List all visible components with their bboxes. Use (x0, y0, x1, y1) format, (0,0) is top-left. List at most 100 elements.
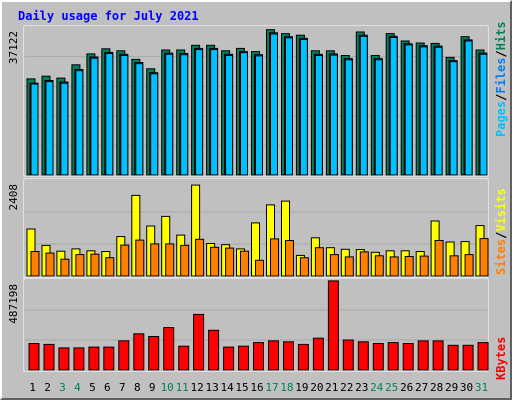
kbytes-bar (238, 345, 249, 371)
pages-bar (419, 46, 428, 176)
pages-bar (120, 55, 129, 176)
day-label: 19 (295, 381, 308, 394)
kbytes-bar (283, 341, 294, 371)
pages-bar (255, 55, 263, 176)
day-label: 4 (74, 381, 81, 394)
sites-bar (270, 238, 279, 277)
day-label: 25 (385, 381, 398, 394)
sites-bar (150, 243, 160, 277)
legend-sep: / (494, 94, 508, 101)
sites-bar (329, 254, 339, 277)
sites-bar (75, 254, 85, 277)
pages-bar (165, 53, 174, 176)
sites-bar (314, 247, 324, 277)
day-label: 30 (460, 381, 473, 394)
chart-title: Daily usage for July 2021 (18, 9, 199, 23)
day-label: 21 (325, 381, 338, 394)
kbytes-bar (103, 346, 115, 371)
sites-bar (434, 240, 444, 277)
kbytes-bar (28, 343, 40, 371)
kbytes-bar (178, 345, 190, 371)
day-label: 24 (370, 381, 384, 394)
day-label: 2 (44, 381, 51, 394)
sites-bar (285, 240, 294, 277)
day-label: 12 (190, 381, 203, 394)
pages-bar (285, 37, 293, 176)
bottom-legend: KBytes (494, 337, 508, 380)
day-label: 11 (176, 381, 189, 394)
pages-bar (344, 59, 353, 176)
legend-visits: Visits (494, 188, 508, 231)
kbytes-bar (312, 337, 324, 371)
sites-bar (210, 246, 220, 277)
legend-pages: Pages (494, 101, 508, 137)
legend-kbytes: KBytes (494, 337, 508, 380)
pages-bar (434, 46, 443, 176)
pages-bar (60, 82, 69, 176)
kbytes-bar (163, 327, 175, 371)
kbytes-bar (73, 347, 85, 371)
sites-bar (195, 238, 205, 277)
day-label: 13 (205, 381, 218, 394)
day-label: 27 (415, 381, 428, 394)
pages-bar (404, 44, 413, 176)
pages-bar (180, 54, 189, 176)
sites-bar (344, 256, 354, 277)
legend-files: Files (494, 58, 508, 94)
sites-bar (359, 251, 369, 277)
pages-bar (359, 35, 368, 176)
kbytes-bar (417, 340, 429, 371)
pages-bar (105, 53, 114, 176)
day-label: 23 (355, 381, 368, 394)
sites-bar (419, 255, 429, 277)
pages-bar (479, 53, 488, 176)
pages-bar (314, 55, 323, 176)
kbytes-bar (193, 313, 205, 371)
sites-bar (135, 239, 145, 277)
sites-bar (299, 257, 309, 277)
sites-bar (255, 259, 264, 277)
kbytes-bar (88, 346, 100, 371)
day-label: 1 (29, 381, 36, 394)
day-label: 9 (149, 381, 156, 394)
day-label: 10 (161, 381, 174, 394)
day-label: 8 (134, 381, 141, 394)
day-label: 17 (265, 381, 278, 394)
pages-bar (270, 33, 278, 176)
pages-bar (90, 57, 99, 176)
day-label: 6 (104, 381, 111, 394)
kbytes-bar (268, 340, 279, 371)
kbytes-bar (148, 336, 160, 371)
kbytes-bar (133, 333, 145, 371)
pages-bar (374, 59, 383, 176)
legend-hits: Hits (494, 21, 508, 50)
pages-bar (329, 54, 338, 176)
sites-bar (60, 258, 70, 277)
kbytes-bar (208, 329, 220, 371)
y-max-label: 487198 (7, 284, 20, 324)
sites-bar (374, 255, 384, 277)
middle-legend: Sites/Visits (494, 188, 508, 275)
day-label: 28 (430, 381, 443, 394)
sites-bar (404, 256, 414, 277)
legend-sep: / (494, 232, 508, 239)
y-max-label: 37122 (7, 31, 20, 64)
sites-bar (45, 252, 55, 277)
day-label: 14 (220, 381, 234, 394)
kbytes-bar (357, 341, 369, 371)
pages-bar (45, 81, 54, 176)
kbytes-bar (402, 343, 414, 371)
sites-bar (105, 257, 115, 277)
kbytes-bar (43, 343, 55, 371)
sites-bar (30, 251, 40, 277)
kbytes-bar (327, 280, 339, 371)
sites-bar (180, 244, 190, 277)
pages-bar (150, 73, 159, 176)
day-label: 5 (89, 381, 96, 394)
y-max-label: 2408 (7, 184, 20, 211)
kbytes-bar (462, 344, 474, 371)
kbytes-bar (477, 342, 489, 371)
day-label: 26 (400, 381, 413, 394)
